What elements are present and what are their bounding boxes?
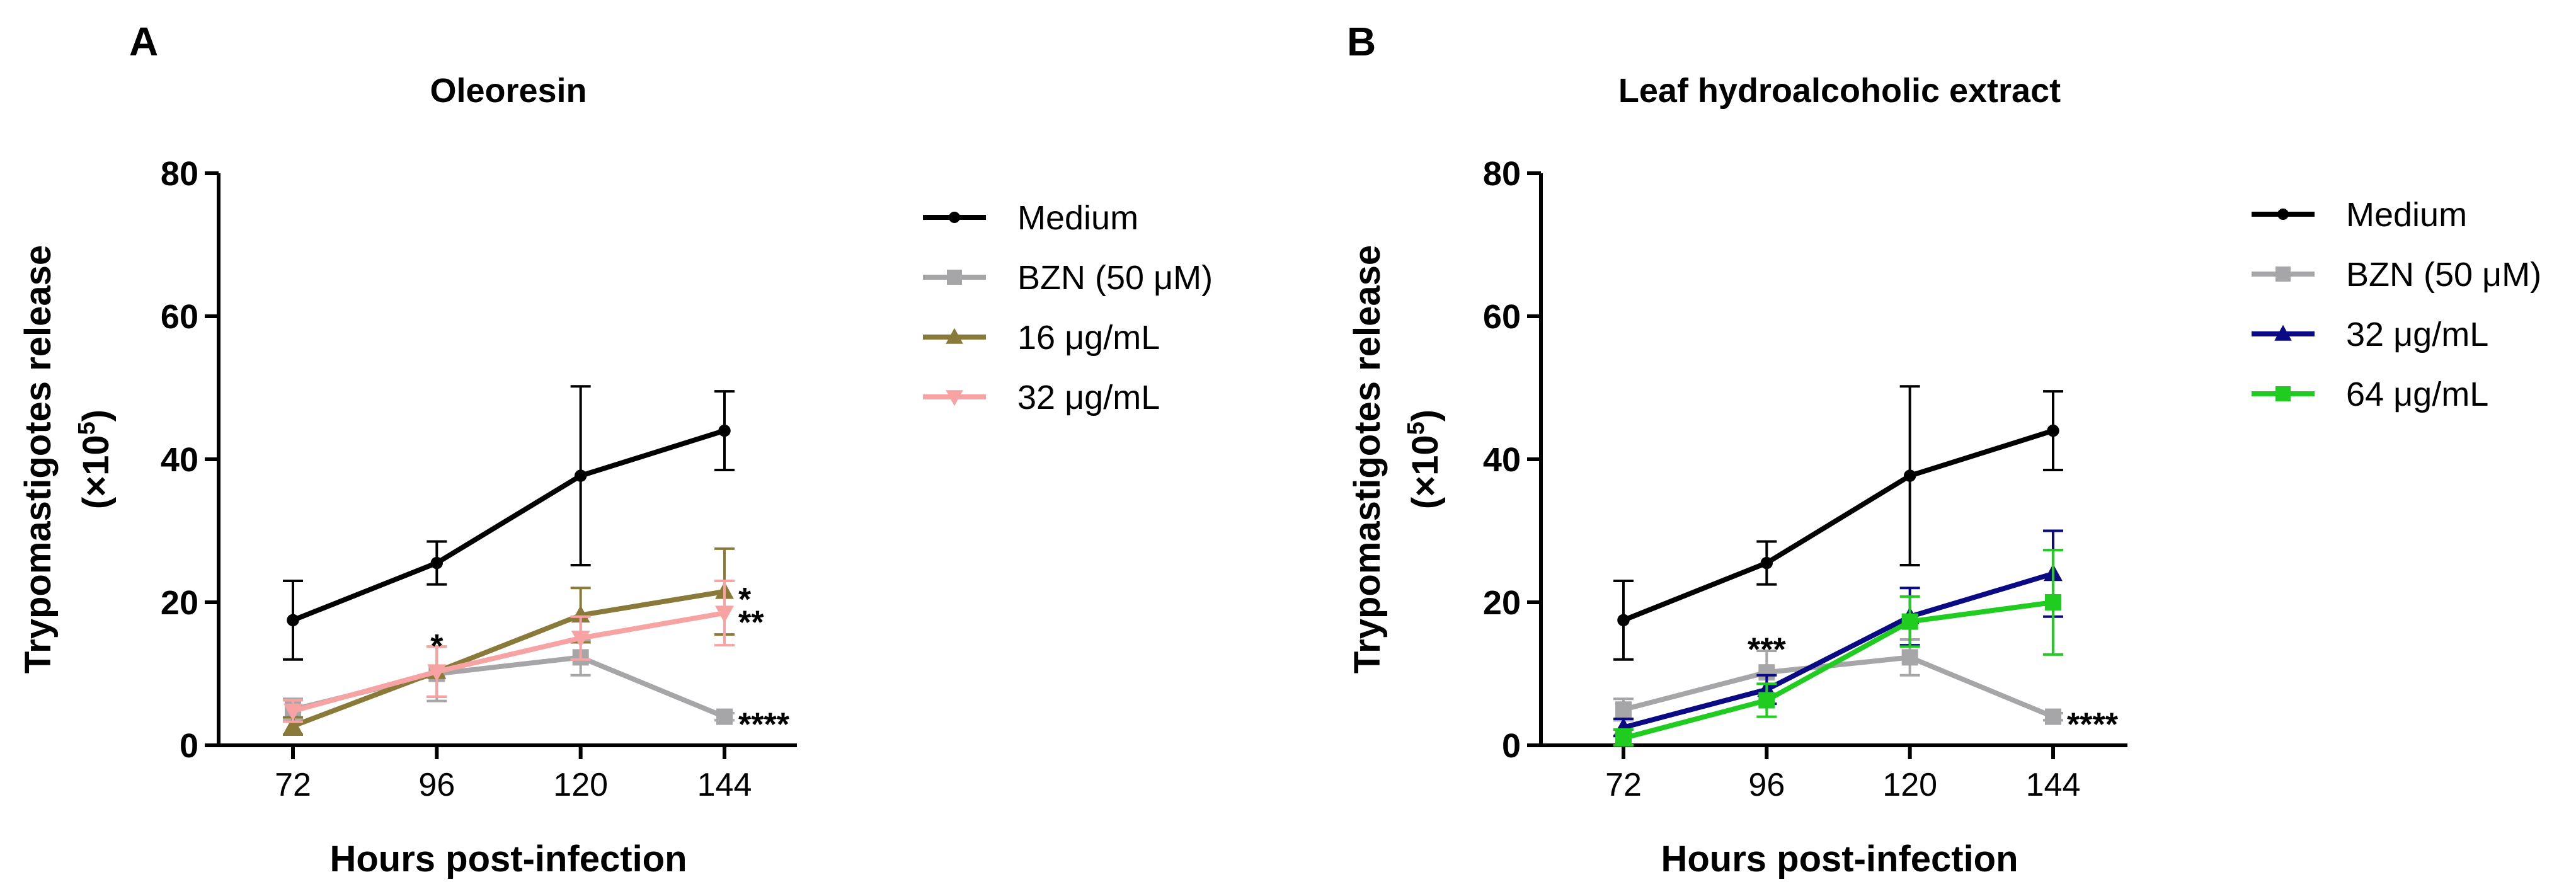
y-tick-label-b: 60 xyxy=(1483,298,1521,336)
y-axis-unit-prefix: (×10 xyxy=(1405,435,1446,509)
y-tick-label-a: 60 xyxy=(161,298,198,336)
series-b-2 xyxy=(1613,529,2063,738)
x-tick-label-a: 96 xyxy=(418,767,455,803)
legend-label-a-2: 16 μg/mL xyxy=(1017,319,1160,357)
x-tick-label-b: 96 xyxy=(1748,767,1785,803)
data-point xyxy=(574,469,587,482)
significance-annotation-a-2: ** xyxy=(738,604,764,641)
data-point xyxy=(571,605,590,623)
data-point xyxy=(1615,701,1632,718)
chart-a-svg: A Oleoresin 0 20 40 60 80 72 96 120 144 Hours post… xyxy=(18,19,1213,880)
data-point xyxy=(1758,692,1775,709)
y-tick-label-a: 0 xyxy=(180,727,198,765)
legend-label-b-3: 64 μg/mL xyxy=(2346,375,2488,413)
panel-a: A Oleoresin 0 20 40 60 80 72 96 120 144 Hours post… xyxy=(18,19,1213,880)
y-tick-label-b: 0 xyxy=(1502,727,1521,765)
y-axis-unit-exponent: 5 xyxy=(1403,421,1429,435)
y-axis-unit-prefix: (×10 xyxy=(76,435,117,509)
data-point xyxy=(287,614,299,627)
series-line xyxy=(1622,655,2054,719)
y-tick-label-b: 80 xyxy=(1483,155,1521,193)
series-line xyxy=(1622,600,2054,741)
legend-marker-a-2 xyxy=(946,328,963,344)
legend-marker-a-0 xyxy=(949,212,960,223)
y-tick-label-b: 40 xyxy=(1483,441,1521,479)
x-tick-label-b: 120 xyxy=(1882,767,1937,803)
legend-marker-b-3 xyxy=(2275,386,2291,401)
data-point xyxy=(718,424,731,437)
data-point xyxy=(1615,730,1632,747)
x-tick-label-b: 72 xyxy=(1605,767,1642,803)
data-point xyxy=(2045,594,2061,610)
legend-label-b-2: 32 μg/mL xyxy=(2346,316,2488,353)
data-point xyxy=(715,605,734,623)
panel-letter-a: A xyxy=(129,19,158,64)
significance-annotation-a-3: **** xyxy=(738,707,790,743)
legend-marker-a-1 xyxy=(947,270,962,285)
significance-annotation-a-0: * xyxy=(430,628,444,665)
chart-b-svg: B Leaf hydroalcoholic extract 0 20 40 60 80 72… xyxy=(1347,19,2541,880)
legend-marker-b-1 xyxy=(2275,266,2291,282)
y-tick-label-a: 80 xyxy=(161,155,198,193)
legend-label-a-0: Medium xyxy=(1017,199,1138,237)
legend-label-b-0: Medium xyxy=(2346,196,2467,234)
legend-marker-b-0 xyxy=(2277,209,2289,220)
y-axis-unit-suffix: ) xyxy=(76,410,117,421)
data-point xyxy=(427,664,447,682)
y-axis-unit-b: (×105) xyxy=(1403,410,1446,509)
x-axis-label-a: Hours post-infection xyxy=(329,839,687,880)
panel-b: B Leaf hydroalcoholic extract 0 20 40 60 80 72… xyxy=(1288,0,2576,894)
series-b-3 xyxy=(1613,549,2063,747)
data-point xyxy=(283,716,302,734)
data-point xyxy=(430,556,444,570)
x-tick-label-a: 144 xyxy=(697,767,752,803)
chart-title-a: Oleoresin xyxy=(430,72,587,110)
x-tick-label-b: 144 xyxy=(2026,767,2081,803)
data-point xyxy=(283,703,302,721)
chart-title-b: Leaf hydroalcoholic extract xyxy=(1618,72,2061,110)
significance-annotation-b-0: *** xyxy=(1748,631,1786,668)
panel-letter-b: B xyxy=(1347,19,1376,64)
y-axis-label-a: Trypomastigotes release xyxy=(18,245,59,673)
y-tick-label-a: 20 xyxy=(161,584,198,622)
data-point xyxy=(571,631,590,648)
series-line xyxy=(292,589,725,729)
data-point xyxy=(1760,556,1773,570)
data-point xyxy=(716,708,733,725)
significance-annotation-a-1: * xyxy=(738,582,752,618)
x-tick-label-a: 120 xyxy=(553,767,608,803)
data-point xyxy=(1901,649,1918,666)
series-a-3 xyxy=(283,579,735,723)
data-point xyxy=(2045,708,2061,725)
data-point xyxy=(1901,613,1918,630)
significance-annotation-b-1: **** xyxy=(2067,707,2119,743)
data-point xyxy=(1617,614,1630,627)
y-tick-label-b: 20 xyxy=(1483,584,1521,622)
legend-label-b-1: BZN (50 μM) xyxy=(2346,256,2541,294)
legend-label-a-3: 32 μg/mL xyxy=(1017,379,1160,416)
series-line xyxy=(292,428,726,623)
y-axis-unit-exponent: 5 xyxy=(74,421,100,435)
legend-marker-a-3 xyxy=(946,390,963,406)
series-a-0 xyxy=(283,385,735,661)
series-line xyxy=(292,610,725,714)
series-a-2 xyxy=(283,547,735,736)
series-line xyxy=(1622,428,2054,623)
legend-label-a-1: BZN (50 μM) xyxy=(1017,259,1213,297)
x-tick-label-a: 72 xyxy=(275,767,311,803)
series-line xyxy=(292,655,726,719)
data-point xyxy=(2047,424,2059,437)
y-axis-unit-suffix: ) xyxy=(1405,410,1446,421)
x-axis-label-b: Hours post-infection xyxy=(1661,839,2018,880)
legend-marker-b-2 xyxy=(2274,324,2292,341)
data-point xyxy=(1903,469,1916,482)
y-axis-label-b: Trypomastigotes release xyxy=(1347,245,1388,673)
series-b-0 xyxy=(1613,385,2063,661)
y-axis-unit-a: (×105) xyxy=(74,410,117,509)
series-line xyxy=(1622,571,2054,730)
y-tick-label-a: 40 xyxy=(161,441,198,479)
